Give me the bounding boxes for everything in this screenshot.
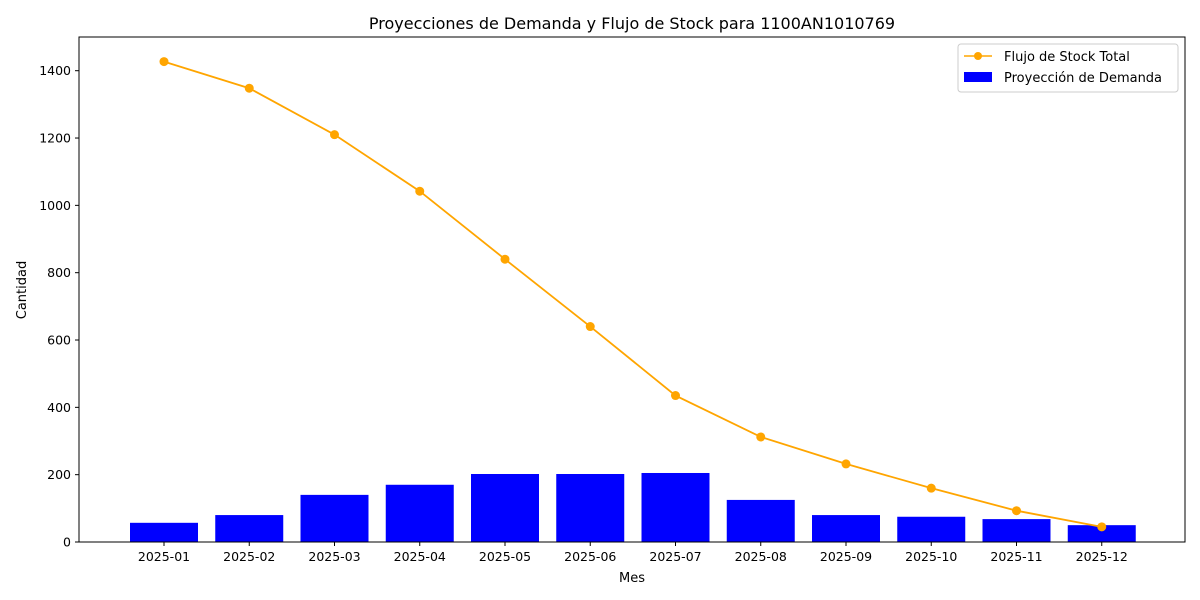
y-axis: 0 200 400 600 800 1000 1200 1400	[39, 63, 79, 550]
x-tick-label-2025-06: 2025-06	[564, 549, 616, 564]
x-tick-label-2025-07: 2025-07	[649, 549, 701, 564]
chart-title: Proyecciones de Demanda y Flujo de Stock…	[369, 14, 895, 33]
legend-label-demand: Proyección de Demanda	[1004, 71, 1162, 86]
stock-flow-point-2025-11	[1012, 506, 1021, 516]
bar-2025-10	[897, 516, 966, 542]
stock-flow-point-2025-10	[926, 483, 936, 493]
y-axis-label: Cantidad	[15, 261, 30, 319]
x-tick-label-2025-10: 2025-10	[905, 549, 957, 564]
y-tick-label-1400: 1400	[39, 63, 71, 78]
bar-2025-03	[300, 494, 369, 542]
bar-2025-08	[726, 499, 795, 542]
y-tick-label-400: 400	[47, 400, 71, 415]
y-tick-label-1200: 1200	[39, 131, 71, 146]
stock-flow-point-2025-12	[1097, 522, 1107, 532]
x-tick-label-2025-09: 2025-09	[820, 549, 872, 564]
stock-flow-point-2025-01	[159, 57, 169, 67]
bar-2025-06	[556, 473, 625, 542]
stock-flow-point-2025-06	[585, 322, 595, 332]
y-tick-label-1000: 1000	[39, 198, 71, 213]
x-tick-label-2025-02: 2025-02	[223, 549, 275, 564]
stock-flow-point-2025-07	[671, 391, 680, 401]
y-tick-label-800: 800	[47, 265, 71, 280]
bar-2025-09	[812, 515, 880, 542]
bar-2025-04	[385, 484, 454, 542]
stock-flow-line	[163, 60, 1102, 528]
x-tick-label-2025-03: 2025-03	[308, 549, 360, 564]
legend-label-stock: Flujo de Stock Total	[1004, 50, 1130, 65]
stock-flow-point-2025-08	[756, 432, 766, 442]
bars-group	[130, 472, 1136, 542]
y-tick-label-0: 0	[63, 535, 71, 550]
x-tick-label-2025-11: 2025-11	[990, 549, 1042, 564]
stock-flow-point-2025-04	[415, 186, 425, 196]
x-tick-label-2025-01: 2025-01	[138, 549, 190, 564]
line-group	[159, 57, 1107, 532]
legend: Flujo de Stock Total Proyección de Deman…	[957, 43, 1179, 93]
bar-2025-11	[982, 519, 1051, 542]
bar-2025-01	[130, 522, 198, 542]
y-tick-label-200: 200	[47, 467, 71, 482]
stock-flow-point-2025-05	[500, 254, 510, 264]
x-axis-label: Mes	[619, 571, 645, 586]
bar-2025-02	[215, 515, 284, 542]
legend-frame	[957, 43, 1179, 93]
bar-2025-07	[641, 472, 710, 542]
stock-flow-point-2025-02	[244, 83, 254, 93]
x-axis: 2025-01 2025-02 2025-03 2025-04 2025-05 2025-…	[138, 542, 1128, 564]
y-tick-label-600: 600	[47, 333, 71, 348]
stock-flow-point-2025-09	[841, 459, 851, 469]
legend-marker-swatch	[974, 52, 982, 60]
plot-frame	[78, 36, 1186, 543]
stock-flow-point-2025-03	[330, 130, 339, 140]
legend-bar-swatch	[964, 72, 992, 82]
bar-2025-05	[471, 473, 539, 542]
x-tick-label-2025-08: 2025-08	[735, 549, 787, 564]
x-tick-label-2025-04: 2025-04	[394, 549, 446, 564]
x-tick-label-2025-12: 2025-12	[1076, 549, 1128, 564]
x-tick-label-2025-05: 2025-05	[479, 549, 531, 564]
bar-2025-12	[1067, 525, 1136, 542]
